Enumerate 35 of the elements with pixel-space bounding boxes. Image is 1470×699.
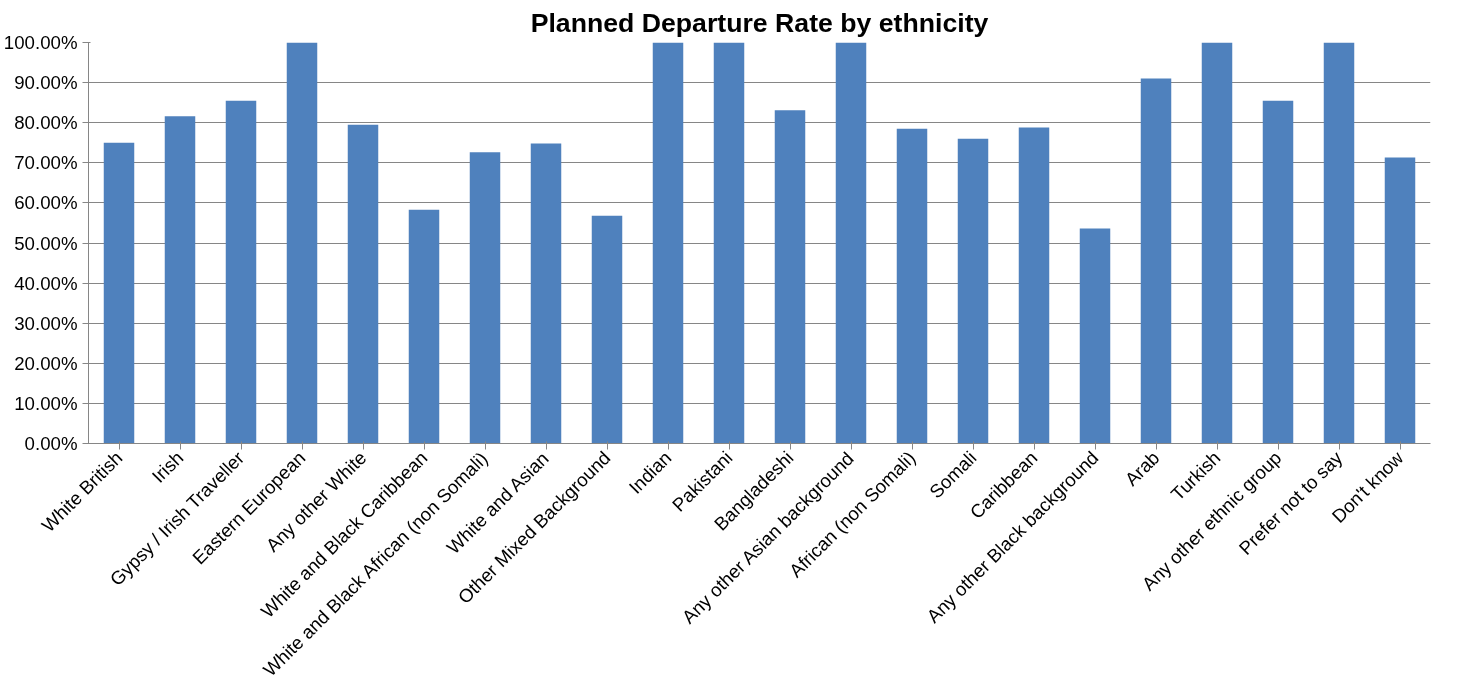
bar xyxy=(347,124,379,444)
y-tick-label: 0.00% xyxy=(24,433,78,454)
bar xyxy=(1384,157,1416,444)
bar xyxy=(1018,127,1050,444)
bar xyxy=(1140,78,1172,444)
bar xyxy=(1079,228,1111,444)
bar xyxy=(530,143,562,444)
bar xyxy=(896,128,928,444)
y-tick-label: 50.00% xyxy=(14,232,78,254)
y-tick-label: 60.00% xyxy=(14,192,78,214)
y-tick-label: 80.00% xyxy=(14,112,78,134)
y-tick-label: 30.00% xyxy=(14,312,78,334)
y-tick-label: 100.00% xyxy=(3,32,78,53)
bar xyxy=(1323,42,1355,444)
bar xyxy=(713,42,745,444)
y-tick-label: 40.00% xyxy=(14,272,78,294)
bar xyxy=(591,215,623,444)
bar xyxy=(774,110,806,444)
y-tick-label: 10.00% xyxy=(14,392,78,414)
y-tick-label: 20.00% xyxy=(14,352,78,374)
bar xyxy=(652,42,684,444)
bar xyxy=(408,209,440,444)
bar xyxy=(1262,100,1294,444)
bar xyxy=(835,42,867,444)
chart-title: Planned Departure Rate by ethnicity xyxy=(530,7,989,38)
bar xyxy=(1201,42,1233,444)
bar xyxy=(103,142,135,444)
x-tick-label: Irish xyxy=(147,447,188,487)
bar xyxy=(957,138,989,444)
y-tick-label: 90.00% xyxy=(14,72,78,94)
bar xyxy=(225,100,257,444)
bar xyxy=(286,42,318,444)
bar xyxy=(469,152,501,444)
bar xyxy=(164,116,196,444)
y-tick-label: 70.00% xyxy=(14,152,78,174)
